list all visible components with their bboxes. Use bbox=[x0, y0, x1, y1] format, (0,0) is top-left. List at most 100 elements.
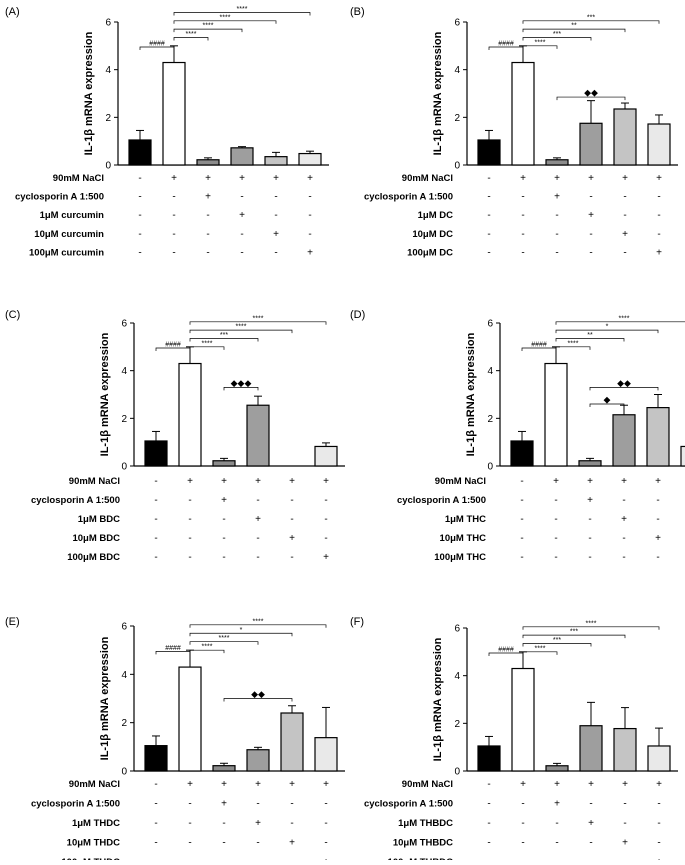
condition-cell: - bbox=[487, 173, 490, 184]
significance-label: **** bbox=[202, 340, 213, 347]
significance-label: ◆ bbox=[604, 395, 611, 405]
significance-label: * bbox=[606, 324, 609, 331]
condition-cell: - bbox=[623, 247, 626, 258]
condition-cell: - bbox=[154, 476, 157, 487]
condition-row-label: 90mM NaCl bbox=[53, 173, 104, 184]
condition-cell: - bbox=[154, 533, 157, 544]
bar bbox=[612, 414, 636, 467]
significance-label: #### bbox=[149, 41, 165, 48]
condition-cell: - bbox=[222, 533, 225, 544]
condition-cell: - bbox=[657, 818, 660, 829]
significance-label: **** bbox=[619, 315, 630, 322]
y-tick-label: 0 bbox=[454, 161, 460, 172]
condition-cell: + bbox=[554, 799, 560, 810]
condition-cell: + bbox=[289, 476, 295, 487]
significance-bracket bbox=[189, 632, 293, 637]
y-tick-label: 4 bbox=[454, 65, 460, 76]
significance-label: #### bbox=[165, 645, 181, 652]
y-tick-label: 6 bbox=[454, 624, 460, 635]
bar bbox=[264, 156, 288, 166]
significance-bracket bbox=[555, 329, 659, 334]
condition-cell: - bbox=[240, 192, 243, 203]
condition-cell: - bbox=[172, 192, 175, 203]
condition-cell: - bbox=[274, 210, 277, 221]
significance-label: ** bbox=[587, 332, 593, 339]
condition-cell: - bbox=[138, 247, 141, 258]
y-tick-label: 6 bbox=[105, 18, 111, 29]
condition-cell: - bbox=[555, 838, 558, 849]
significance-label: #### bbox=[498, 41, 514, 48]
y-tick-label: 2 bbox=[121, 414, 127, 425]
condition-cell: - bbox=[487, 229, 490, 240]
bar bbox=[298, 152, 322, 166]
bar bbox=[144, 745, 168, 772]
condition-cell: - bbox=[589, 799, 592, 810]
significance-bracket bbox=[173, 20, 277, 24]
condition-cell: - bbox=[487, 799, 490, 810]
condition-cell: - bbox=[623, 192, 626, 203]
significance-bracket bbox=[522, 20, 660, 24]
condition-cell: - bbox=[154, 514, 157, 525]
condition-cell: - bbox=[521, 838, 524, 849]
condition-cell: - bbox=[172, 210, 175, 221]
bar bbox=[314, 737, 338, 772]
condition-cell: - bbox=[290, 514, 293, 525]
condition-cell: - bbox=[555, 818, 558, 829]
condition-cell: - bbox=[555, 210, 558, 221]
condition-row-label: 100μM BDC bbox=[67, 552, 120, 563]
condition-cell: - bbox=[154, 495, 157, 506]
condition-cell: - bbox=[521, 818, 524, 829]
condition-cell: - bbox=[657, 210, 660, 221]
condition-cell: + bbox=[621, 476, 627, 487]
y-tick-label: 6 bbox=[487, 319, 493, 330]
condition-cell: - bbox=[154, 799, 157, 810]
significance-label: **** bbox=[220, 14, 231, 21]
panel-label: (B) bbox=[350, 6, 365, 18]
condition-cell: - bbox=[588, 552, 591, 563]
bar bbox=[511, 667, 535, 772]
significance-bracket bbox=[589, 387, 659, 391]
condition-row-label: cyclosporin A 1:500 bbox=[364, 799, 453, 810]
condition-row-label: 100μM THC bbox=[434, 552, 486, 563]
significance-bracket bbox=[189, 649, 225, 654]
bar bbox=[196, 159, 220, 166]
bar bbox=[477, 139, 501, 166]
condition-cell: - bbox=[324, 818, 327, 829]
condition-cell: - bbox=[274, 247, 277, 258]
significance-label: **** bbox=[535, 645, 546, 652]
bar bbox=[647, 123, 671, 166]
condition-cell: - bbox=[172, 247, 175, 258]
condition-cell: + bbox=[239, 210, 245, 221]
panel-label: (D) bbox=[350, 309, 365, 321]
condition-cell: - bbox=[657, 838, 660, 849]
bar bbox=[544, 362, 568, 467]
condition-cell: + bbox=[520, 173, 526, 184]
y-tick-label: 6 bbox=[121, 622, 127, 633]
condition-row-label: 100μM curcumin bbox=[29, 247, 104, 258]
y-tick-label: 0 bbox=[454, 767, 460, 778]
condition-cell: - bbox=[657, 192, 660, 203]
condition-cell: + bbox=[554, 173, 560, 184]
condition-cell: - bbox=[520, 495, 523, 506]
condition-cell: + bbox=[554, 192, 560, 203]
condition-cell: - bbox=[308, 192, 311, 203]
condition-cell: - bbox=[206, 210, 209, 221]
condition-cell: + bbox=[621, 514, 627, 525]
condition-cell: + bbox=[221, 799, 227, 810]
significance-bracket bbox=[522, 28, 626, 33]
condition-cell: - bbox=[274, 192, 277, 203]
condition-cell: + bbox=[520, 779, 526, 790]
significance-label: * bbox=[240, 627, 243, 634]
condition-cell: - bbox=[256, 533, 259, 544]
condition-cell: - bbox=[589, 838, 592, 849]
condition-cell: + bbox=[255, 476, 261, 487]
condition-cell: - bbox=[172, 229, 175, 240]
condition-row-label: cyclosporin A 1:500 bbox=[397, 495, 486, 506]
condition-cell: - bbox=[521, 247, 524, 258]
condition-cell: - bbox=[138, 210, 141, 221]
condition-cell: - bbox=[657, 229, 660, 240]
significance-label: ** bbox=[571, 23, 577, 30]
